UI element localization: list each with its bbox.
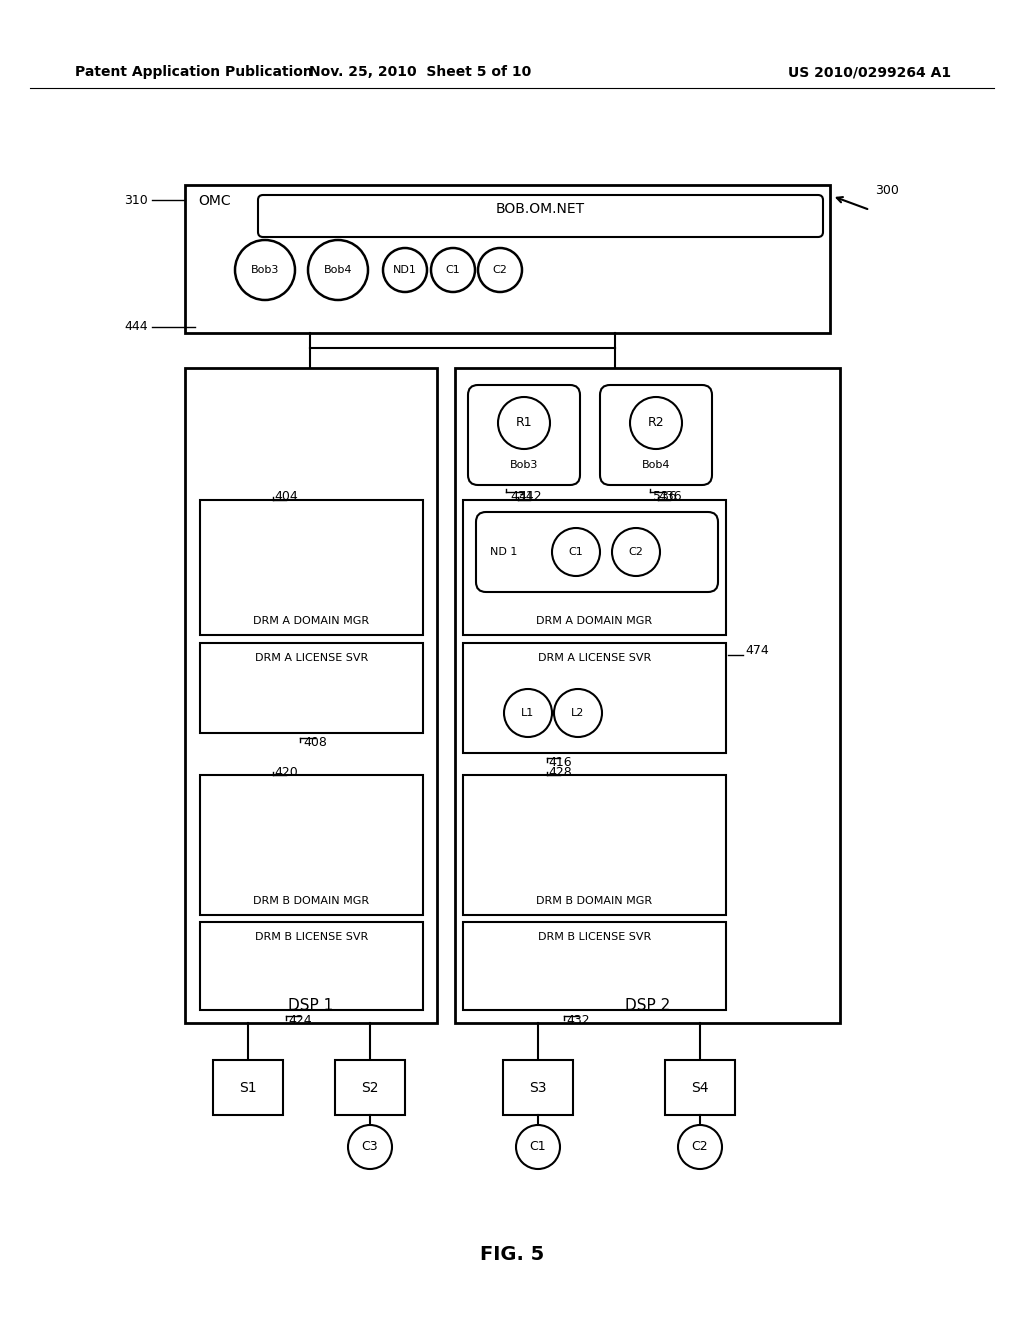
Text: FIG. 5: FIG. 5: [480, 1246, 544, 1265]
Text: S2: S2: [361, 1081, 379, 1094]
FancyBboxPatch shape: [258, 195, 823, 238]
Text: 300: 300: [874, 183, 899, 197]
Text: L1: L1: [521, 708, 535, 718]
Text: 444: 444: [124, 321, 148, 334]
Text: L2: L2: [571, 708, 585, 718]
Bar: [200, 643, 423, 733]
Text: 474: 474: [745, 644, 769, 656]
Text: C1: C1: [445, 265, 461, 275]
Text: 436: 436: [658, 491, 682, 503]
Circle shape: [612, 528, 660, 576]
Circle shape: [383, 248, 427, 292]
Bar: [503, 1060, 573, 1115]
Circle shape: [234, 240, 295, 300]
Text: C3: C3: [361, 1140, 378, 1154]
Text: C1: C1: [529, 1140, 547, 1154]
Bar: [185, 368, 437, 1023]
Text: DRM A LICENSE SVR: DRM A LICENSE SVR: [255, 653, 368, 663]
Text: Bob3: Bob3: [251, 265, 280, 275]
Text: Bob3: Bob3: [510, 459, 539, 470]
Bar: [200, 775, 423, 915]
Text: C2: C2: [493, 265, 508, 275]
Text: DRM A LICENSE SVR: DRM A LICENSE SVR: [538, 653, 651, 663]
Text: C1: C1: [568, 546, 584, 557]
Circle shape: [678, 1125, 722, 1170]
Text: S4: S4: [691, 1081, 709, 1094]
Text: DSP 2: DSP 2: [625, 998, 670, 1012]
Text: DRM B DOMAIN MGR: DRM B DOMAIN MGR: [537, 896, 652, 906]
Text: 412: 412: [518, 491, 542, 503]
Text: Nov. 25, 2010  Sheet 5 of 10: Nov. 25, 2010 Sheet 5 of 10: [309, 65, 531, 79]
Circle shape: [516, 1125, 560, 1170]
Text: DRM A DOMAIN MGR: DRM A DOMAIN MGR: [253, 616, 370, 626]
Text: US 2010/0299264 A1: US 2010/0299264 A1: [788, 65, 951, 79]
Text: 420: 420: [274, 766, 298, 779]
Text: DRM A DOMAIN MGR: DRM A DOMAIN MGR: [537, 616, 652, 626]
Text: ND 1: ND 1: [490, 546, 518, 557]
Bar: [463, 643, 726, 752]
Circle shape: [431, 248, 475, 292]
Bar: [463, 775, 726, 915]
Text: 404: 404: [274, 491, 298, 503]
Text: Bob4: Bob4: [642, 459, 671, 470]
Text: C2: C2: [691, 1140, 709, 1154]
Circle shape: [552, 528, 600, 576]
FancyBboxPatch shape: [468, 385, 580, 484]
Text: Patent Application Publication: Patent Application Publication: [75, 65, 312, 79]
Text: ND1: ND1: [393, 265, 417, 275]
Bar: [335, 1060, 406, 1115]
Text: BOB.OM.NET: BOB.OM.NET: [496, 202, 585, 216]
Circle shape: [504, 689, 552, 737]
Bar: [463, 921, 726, 1010]
Text: S3: S3: [529, 1081, 547, 1094]
FancyBboxPatch shape: [600, 385, 712, 484]
Bar: [665, 1060, 735, 1115]
Circle shape: [554, 689, 602, 737]
Bar: [455, 368, 840, 1023]
Text: 432: 432: [566, 1014, 590, 1027]
Text: 536: 536: [653, 490, 677, 503]
Bar: [463, 500, 726, 635]
Text: 428: 428: [548, 766, 571, 779]
Bar: [213, 1060, 283, 1115]
Text: DRM B DOMAIN MGR: DRM B DOMAIN MGR: [253, 896, 370, 906]
Bar: [185, 185, 830, 333]
Circle shape: [498, 397, 550, 449]
Text: 416: 416: [548, 755, 571, 768]
Text: R1: R1: [516, 417, 532, 429]
Text: S1: S1: [240, 1081, 257, 1094]
Circle shape: [348, 1125, 392, 1170]
Circle shape: [478, 248, 522, 292]
Circle shape: [308, 240, 368, 300]
Text: DRM B LICENSE SVR: DRM B LICENSE SVR: [255, 932, 368, 942]
Bar: [200, 921, 423, 1010]
Text: 310: 310: [124, 194, 148, 206]
Text: C2: C2: [629, 546, 643, 557]
Text: 408: 408: [303, 735, 327, 748]
Circle shape: [630, 397, 682, 449]
Text: OMC: OMC: [199, 194, 231, 209]
Bar: [200, 500, 423, 635]
Text: 434: 434: [510, 490, 534, 503]
Text: R2: R2: [648, 417, 665, 429]
Text: DRM B LICENSE SVR: DRM B LICENSE SVR: [538, 932, 651, 942]
Text: 424: 424: [288, 1014, 312, 1027]
Text: Bob4: Bob4: [324, 265, 352, 275]
FancyBboxPatch shape: [476, 512, 718, 591]
Text: DSP 1: DSP 1: [289, 998, 334, 1012]
